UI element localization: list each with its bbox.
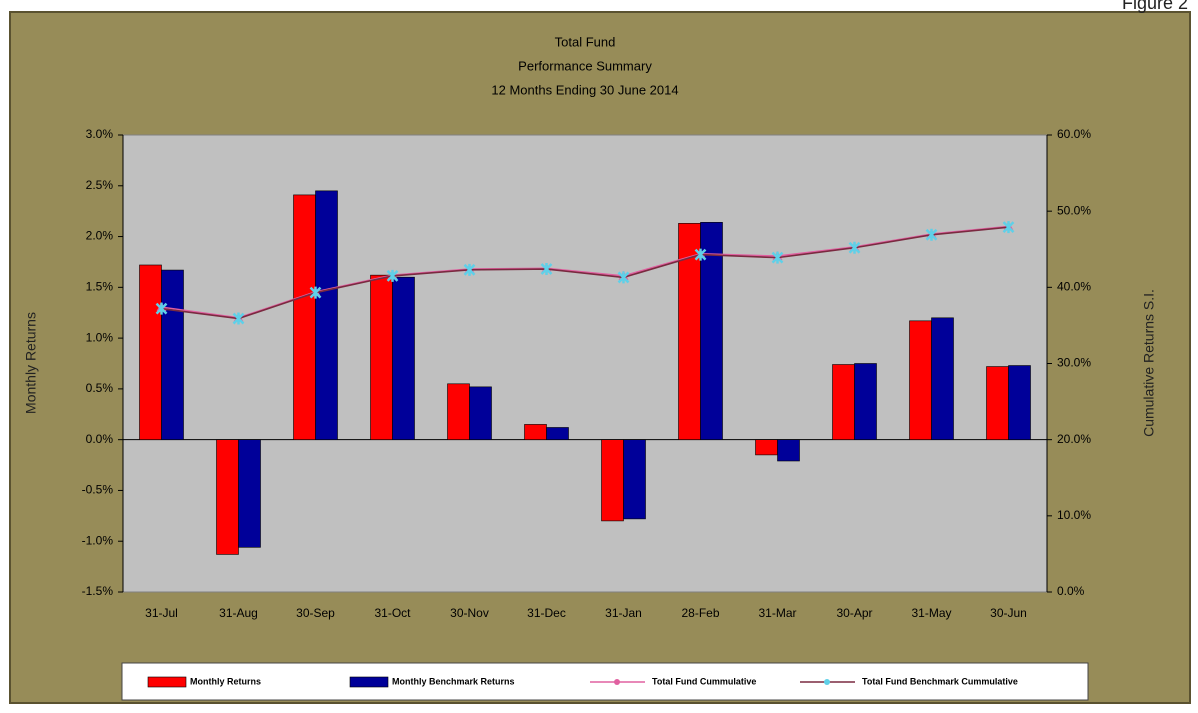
x-tick-label: 28-Feb — [681, 606, 719, 620]
marker — [771, 251, 784, 264]
legend-label: Total Fund Benchmark Cummulative — [862, 676, 1018, 686]
y-tick-label: 0.0% — [86, 432, 114, 446]
marker — [232, 312, 245, 325]
marker — [309, 286, 322, 299]
y2-tick-label: 30.0% — [1057, 356, 1091, 370]
bar — [623, 439, 646, 520]
marker — [617, 271, 630, 284]
legend-marker — [824, 679, 830, 685]
bar — [216, 439, 239, 555]
x-tick-label: 31-Jan — [605, 606, 642, 620]
y-tick-label: 0.5% — [86, 381, 114, 395]
chart-subtitle: Performance Summary — [518, 58, 652, 73]
bar — [139, 264, 162, 440]
bar — [755, 439, 778, 456]
chart-subtitle: 12 Months Ending 30 June 2014 — [491, 82, 678, 97]
y-tick-label: 2.0% — [86, 229, 114, 243]
x-tick-label: 30-Apr — [836, 606, 872, 620]
bar — [777, 439, 800, 462]
bar — [601, 439, 624, 522]
bar — [370, 274, 393, 440]
y2-tick-label: 0.0% — [1057, 584, 1085, 598]
bar — [700, 222, 723, 440]
bar — [909, 320, 932, 440]
y-tick-label: -1.5% — [82, 584, 114, 598]
bar — [469, 386, 492, 440]
bar — [986, 366, 1009, 440]
bar — [524, 424, 547, 440]
marker — [155, 302, 168, 315]
x-tick-label: 30-Nov — [450, 606, 489, 620]
y-axis-label: Monthly Returns — [23, 312, 39, 414]
x-tick-label: 31-May — [911, 606, 951, 620]
y2-tick-label: 60.0% — [1057, 127, 1091, 141]
y-tick-label: -0.5% — [82, 483, 114, 497]
marker — [540, 263, 553, 276]
bar — [447, 383, 470, 440]
legend-label: Monthly Returns — [190, 676, 261, 686]
marker — [1002, 221, 1015, 234]
bar — [161, 269, 184, 440]
marker — [463, 263, 476, 276]
bar — [832, 364, 855, 440]
x-tick-label: 31-Jul — [145, 606, 178, 620]
bar — [1008, 365, 1031, 440]
bar — [238, 439, 261, 548]
bar — [931, 317, 954, 440]
legend-swatch — [147, 676, 187, 688]
chart-title: Total Fund — [555, 34, 616, 49]
legend-marker — [614, 679, 620, 685]
x-tick-label: 30-Sep — [296, 606, 335, 620]
bar — [392, 276, 415, 440]
y-tick-label: 3.0% — [86, 127, 114, 141]
bar — [546, 427, 569, 440]
y-tick-label: 2.5% — [86, 178, 114, 192]
x-tick-label: 31-Mar — [758, 606, 796, 620]
marker — [386, 269, 399, 282]
y2-tick-label: 40.0% — [1057, 280, 1091, 294]
bar — [854, 363, 877, 440]
y-tick-label: 1.5% — [86, 280, 114, 294]
y-tick-label: -1.0% — [82, 533, 114, 547]
legend-label: Total Fund Cummulative — [652, 676, 756, 686]
y2-tick-label: 50.0% — [1057, 203, 1091, 217]
figure-label: Figure 2 — [1122, 0, 1188, 13]
plot-area — [122, 134, 1048, 593]
x-tick-label: 30-Jun — [990, 606, 1027, 620]
legend-label: Monthly Benchmark Returns — [392, 676, 515, 686]
marker — [848, 241, 861, 254]
x-tick-label: 31-Aug — [219, 606, 258, 620]
y2-axis-label: Cumulative Returns S.I. — [1141, 289, 1157, 437]
y-tick-label: 1.0% — [86, 330, 114, 344]
x-tick-label: 31-Oct — [374, 606, 411, 620]
legend-swatch — [349, 676, 389, 688]
y2-tick-label: 10.0% — [1057, 508, 1091, 522]
bar — [293, 194, 316, 440]
x-tick-label: 31-Dec — [527, 606, 566, 620]
line — [161, 226, 1009, 320]
y2-tick-label: 20.0% — [1057, 432, 1091, 446]
marker — [925, 228, 938, 241]
bar — [315, 190, 338, 440]
marker — [694, 248, 707, 261]
